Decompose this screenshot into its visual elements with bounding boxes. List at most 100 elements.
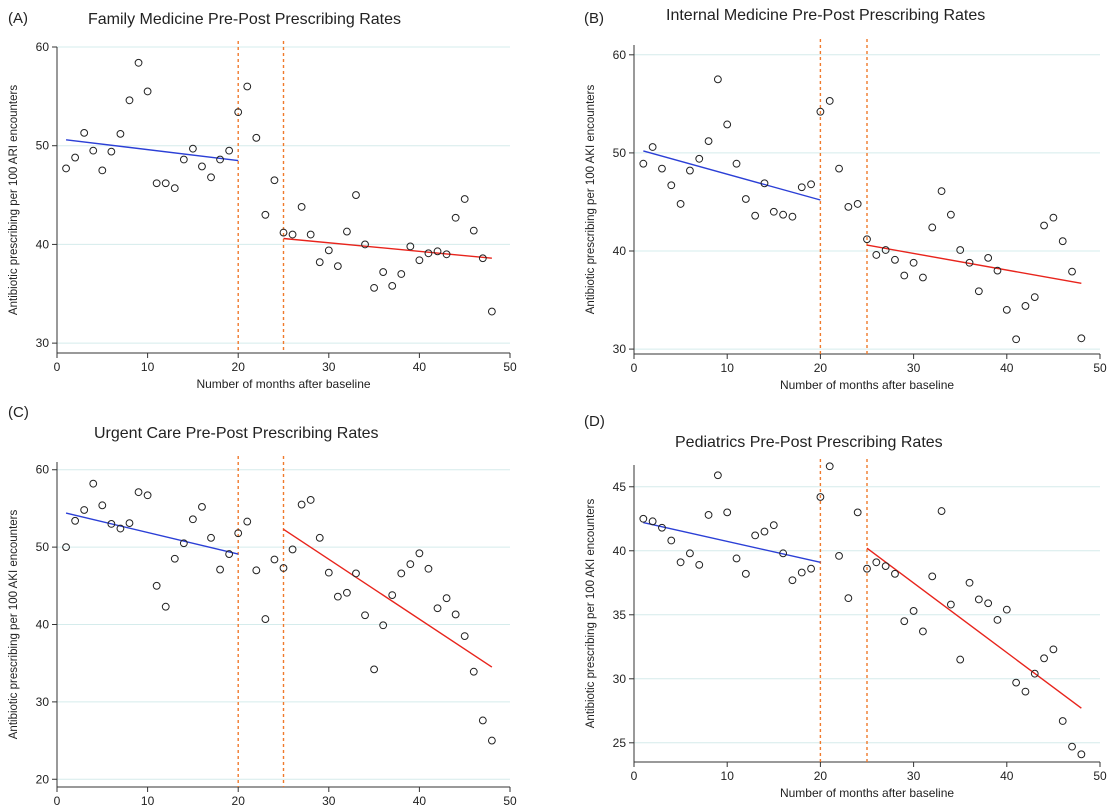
data-point xyxy=(406,560,415,569)
y-tick-label: 25 xyxy=(613,736,627,750)
data-point xyxy=(279,564,288,572)
data-point xyxy=(835,551,843,560)
data-point xyxy=(234,529,243,538)
panel-label: (B) xyxy=(584,10,604,27)
panel-label: (D) xyxy=(584,413,605,430)
data-point xyxy=(639,514,648,523)
data-point xyxy=(134,58,143,67)
data-point xyxy=(198,162,206,171)
data-point xyxy=(723,508,732,517)
data-point xyxy=(216,565,224,574)
data-point xyxy=(853,508,862,517)
y-axis-label: Antibiotic prescribing per 100 AKI encou… xyxy=(585,499,597,729)
data-point xyxy=(451,213,460,222)
data-point xyxy=(807,180,815,189)
data-point xyxy=(825,462,834,471)
data-point xyxy=(974,595,983,604)
data-point xyxy=(315,533,324,542)
data-point xyxy=(333,262,342,271)
scatter-plot: 30 40 50 60 0 10 20 30 40 50 Number of months afte… xyxy=(585,39,1107,392)
data-point xyxy=(732,159,741,168)
data-point xyxy=(723,120,732,129)
data-point xyxy=(1077,334,1086,343)
y-tick-label: 35 xyxy=(613,608,627,622)
chart-title: Urgent Care Pre-Post Prescribing Rates xyxy=(94,425,379,442)
data-point xyxy=(243,517,252,526)
data-point xyxy=(1068,267,1076,276)
data-point xyxy=(324,568,333,577)
data-point xyxy=(741,195,750,203)
x-tick-label: 50 xyxy=(503,794,517,808)
y-tick-label: 20 xyxy=(36,772,50,786)
data-point xyxy=(125,519,134,528)
data-point xyxy=(179,539,188,548)
data-point xyxy=(863,564,871,573)
panel-label: (C) xyxy=(8,404,29,421)
data-point xyxy=(216,155,224,164)
data-point xyxy=(80,128,89,137)
y-tick-label: 40 xyxy=(36,618,50,632)
data-point xyxy=(352,191,360,199)
data-point xyxy=(71,516,80,525)
data-point xyxy=(225,146,234,155)
x-tick-label: 20 xyxy=(232,360,246,374)
pre-trend-line xyxy=(643,150,821,201)
data-point xyxy=(956,655,965,664)
x-tick-label: 30 xyxy=(907,361,921,375)
post-trend-line xyxy=(283,528,493,668)
data-point xyxy=(1068,742,1076,751)
x-tick-label: 40 xyxy=(1000,769,1014,783)
y-tick-label: 60 xyxy=(613,48,627,62)
data-point xyxy=(80,506,89,514)
scatter-plot: 203040506001020304050Number of months af… xyxy=(8,456,517,808)
x-axis-label: Number of months after baseline xyxy=(780,786,954,800)
data-point xyxy=(107,147,116,156)
data-point xyxy=(713,75,722,84)
data-point xyxy=(825,97,834,105)
data-point xyxy=(704,511,713,519)
chart-title: Family Medicine Pre-Post Prescribing Rat… xyxy=(88,11,401,28)
data-point xyxy=(98,166,107,175)
data-point xyxy=(143,87,152,96)
x-tick-label: 0 xyxy=(54,794,61,808)
x-tick-label: 0 xyxy=(631,361,638,375)
data-point xyxy=(370,665,379,674)
data-point xyxy=(415,256,424,265)
x-tick-label: 10 xyxy=(721,769,735,783)
scatter-plot: 25 30 35 40 45 0 10 20 30 40 50 Number of months af… xyxy=(585,459,1107,800)
y-tick-label: 40 xyxy=(613,544,627,558)
data-point xyxy=(667,536,676,545)
data-point xyxy=(648,517,657,526)
data-point xyxy=(388,281,397,290)
data-point xyxy=(676,200,685,208)
data-point xyxy=(909,607,918,615)
y-axis-label: Antibiotic prescribing per 100 ARI encou… xyxy=(8,85,20,315)
data-point xyxy=(89,479,98,488)
data-point xyxy=(667,181,676,190)
data-point xyxy=(252,133,261,142)
chart-panel-urgent-care: (C) Urgent Care Pre-Post Prescribing Rat… xyxy=(0,404,556,808)
data-point xyxy=(741,569,750,578)
x-tick-label: 10 xyxy=(721,361,735,375)
data-point xyxy=(1030,293,1039,302)
data-point xyxy=(984,253,993,262)
x-tick-label: 40 xyxy=(413,360,427,374)
data-point xyxy=(270,176,279,185)
chart-panel-pediatrics: (D) Pediatrics Pre-Post Prescribing Rate… xyxy=(556,404,1113,808)
data-point xyxy=(388,591,397,599)
x-tick-label: 0 xyxy=(631,769,638,783)
data-point xyxy=(1049,213,1058,222)
data-point xyxy=(919,627,927,636)
data-point xyxy=(807,564,815,573)
y-tick-label: 60 xyxy=(36,463,50,477)
x-tick-label: 10 xyxy=(141,794,155,808)
data-point xyxy=(343,227,351,236)
data-point xyxy=(424,564,433,573)
data-point xyxy=(965,578,974,587)
data-point xyxy=(152,581,161,590)
data-point xyxy=(1040,221,1048,230)
data-point xyxy=(469,667,478,676)
data-point xyxy=(161,602,170,611)
data-point xyxy=(433,604,442,613)
data-point xyxy=(686,166,694,175)
